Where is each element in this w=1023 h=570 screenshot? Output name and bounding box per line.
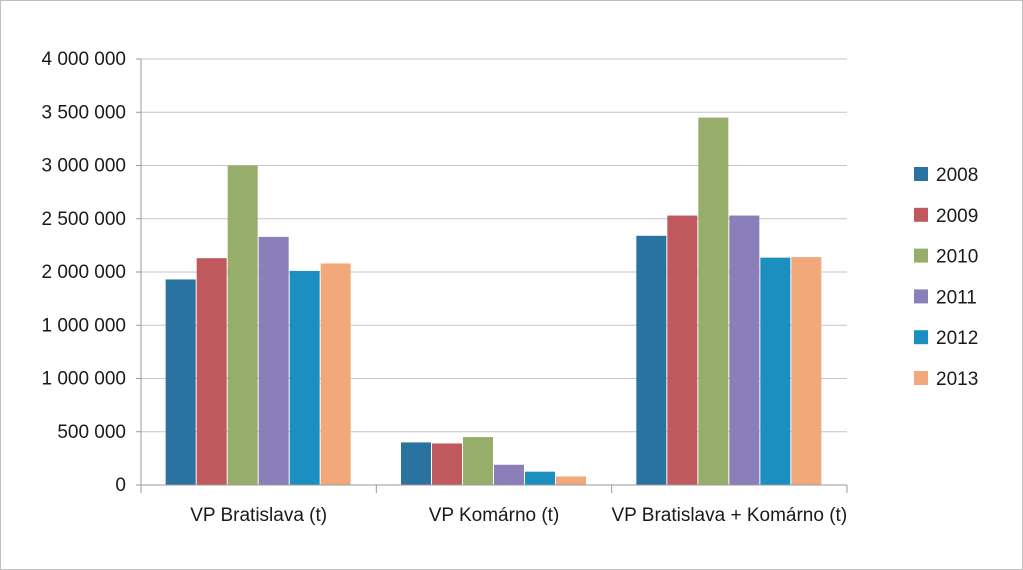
bar-2009-2 bbox=[667, 215, 698, 485]
bar-2009-1 bbox=[432, 443, 462, 485]
bar-2011-0 bbox=[258, 236, 289, 485]
y-tick-label: 2 500 000 bbox=[41, 209, 126, 230]
legend-swatch-2011 bbox=[914, 289, 928, 304]
bar-2008-2 bbox=[636, 235, 667, 485]
y-tick-label: 3 000 000 bbox=[41, 156, 126, 177]
bars bbox=[165, 117, 822, 485]
legend-label-2011: 2011 bbox=[936, 287, 977, 308]
bar-2011-2 bbox=[729, 215, 760, 485]
x-category-label: VP Komárno (t) bbox=[429, 505, 560, 526]
legend-swatch-2008 bbox=[914, 167, 928, 181]
y-tick-label: 4 000 000 bbox=[41, 49, 126, 70]
legend-label-2009: 2009 bbox=[936, 206, 978, 227]
legend-swatch-2009 bbox=[914, 207, 928, 222]
legend-swatch-2012 bbox=[914, 330, 928, 345]
axes bbox=[136, 58, 848, 493]
bar-2009-0 bbox=[196, 258, 227, 485]
bar-2010-1 bbox=[463, 437, 493, 485]
y-tick-label: 1 000 000 bbox=[41, 369, 126, 390]
legend-swatch-2013 bbox=[914, 371, 928, 385]
y-axis-tick-labels: 0 500 000 1 000 000 1 000 000 2 000 000 2 500… bbox=[41, 49, 126, 496]
x-category-label: VP Bratislava (t) bbox=[190, 505, 327, 526]
y-tick-label: 0 bbox=[115, 475, 126, 496]
legend-label-2012: 2012 bbox=[936, 328, 978, 349]
bar-2008-1 bbox=[401, 442, 431, 485]
legend-label-2010: 2010 bbox=[936, 247, 978, 268]
x-axis-category-labels: VP Bratislava (t) VP Komárno (t) VP Bratis… bbox=[190, 505, 847, 526]
bar-2012-1 bbox=[525, 471, 555, 485]
y-tick-label: 2 000 000 bbox=[41, 262, 126, 283]
legend: 2008 2009 2010 2011 2012 2013 bbox=[914, 165, 978, 390]
bar-2013-1 bbox=[556, 476, 586, 485]
bar-2008-0 bbox=[165, 279, 196, 485]
legend-label-2013: 2013 bbox=[936, 369, 978, 390]
bar-2012-0 bbox=[289, 270, 320, 485]
legend-swatch-2010 bbox=[914, 248, 928, 263]
y-tick-label: 500 000 bbox=[57, 422, 126, 443]
y-tick-label: 1 000 000 bbox=[41, 315, 126, 336]
x-category-label: VP Bratislava + Komárno (t) bbox=[611, 505, 847, 526]
bar-2013-0 bbox=[320, 263, 351, 485]
bar-2011-1 bbox=[494, 464, 524, 485]
y-tick-label: 3 500 000 bbox=[41, 102, 126, 123]
legend-label-2008: 2008 bbox=[936, 165, 978, 186]
bar-2012-2 bbox=[760, 257, 791, 485]
bar-2010-2 bbox=[698, 117, 729, 485]
bar-2013-2 bbox=[791, 257, 822, 485]
bar-2010-0 bbox=[227, 165, 258, 485]
